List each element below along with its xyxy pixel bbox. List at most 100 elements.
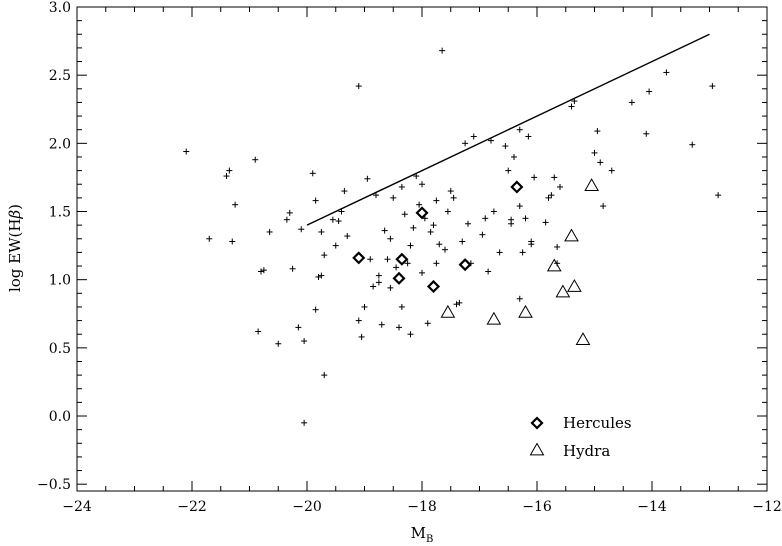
plus-point — [341, 188, 348, 195]
hydra-legend-triangle — [529, 442, 545, 456]
plus-point — [628, 99, 635, 106]
plus-point — [407, 242, 414, 249]
diamond-point — [510, 180, 524, 194]
plus-point — [344, 233, 351, 240]
plus-point — [508, 220, 515, 227]
x-tick-label: −22 — [177, 499, 207, 515]
plus-point — [488, 137, 494, 144]
y-tick-label: 2.0 — [49, 136, 71, 152]
plus-point — [329, 216, 336, 223]
plus-point — [393, 264, 400, 271]
plus-point — [358, 333, 365, 340]
plus-point — [528, 238, 535, 245]
plus-point — [309, 170, 316, 177]
plus-point — [485, 268, 492, 275]
y-tick-label: 3.0 — [49, 0, 71, 16]
plus-point — [442, 246, 448, 253]
axis-ticks — [76, 6, 768, 491]
diamond-point — [426, 279, 441, 294]
plus-point — [479, 231, 486, 238]
upper-envelope-line — [306, 33, 710, 226]
plus-point — [568, 103, 575, 110]
plus-point — [600, 203, 607, 210]
plus-point — [295, 324, 302, 331]
plus-point — [232, 201, 239, 208]
triangle-point — [584, 178, 599, 191]
plus-point — [381, 227, 388, 234]
plus-point — [419, 181, 425, 188]
diamond-point — [395, 252, 409, 266]
data-points — [183, 47, 722, 426]
plus-point — [689, 141, 696, 148]
triangle-point — [567, 278, 582, 292]
plus-point — [424, 320, 431, 327]
plus-point — [252, 156, 259, 163]
plus-point — [373, 192, 379, 199]
plus-point — [298, 226, 305, 233]
plus-point — [286, 209, 293, 216]
plus-point — [470, 133, 477, 140]
plus-point — [283, 216, 290, 223]
plot-frame — [76, 6, 768, 492]
plus-point — [315, 273, 322, 280]
axis-tick-labels: −24 −22 −20 −18 −16 −14 −12 −0.5 0.0 0.5 1.0 1.5 2.0… — [37, 0, 782, 515]
plus-point — [459, 238, 466, 245]
plus-point — [390, 194, 397, 201]
plus-point — [398, 303, 405, 310]
plus-point — [378, 321, 385, 328]
plus-point — [456, 299, 463, 306]
plus-point — [482, 215, 489, 222]
plus-point — [260, 267, 267, 274]
plus-point — [226, 167, 233, 174]
plus-point — [439, 47, 446, 54]
triangle-point — [518, 304, 533, 318]
diamond-point — [458, 258, 472, 272]
plus-point — [496, 249, 503, 256]
plus-point — [450, 194, 457, 201]
plus-point — [318, 272, 325, 279]
plus-point — [516, 126, 523, 133]
x-tick-label: −12 — [752, 499, 782, 515]
plus-point — [542, 219, 549, 226]
plus-point — [396, 324, 402, 331]
diamond-point — [415, 206, 429, 220]
plus-point — [370, 283, 377, 290]
plus-point — [516, 203, 523, 210]
plus-point — [404, 260, 411, 267]
plus-point — [410, 224, 417, 231]
plus-point — [335, 218, 342, 225]
plus-point — [355, 83, 362, 90]
triangle-point — [564, 228, 579, 242]
plus-point — [505, 167, 512, 174]
x-tick-label: −18 — [407, 499, 437, 515]
triangle-point — [546, 258, 562, 272]
plus-point — [413, 173, 420, 180]
plus-point — [663, 69, 670, 76]
plus-point — [338, 208, 345, 215]
triangle-point — [440, 304, 456, 318]
triangle-point — [555, 284, 571, 298]
y-tick-label: −0.5 — [37, 477, 71, 493]
plus-point — [433, 197, 440, 204]
plus-point — [646, 88, 653, 95]
plus-point — [416, 201, 423, 208]
plus-point — [557, 183, 563, 190]
plus-point — [608, 167, 615, 174]
plus-point — [511, 153, 517, 160]
plus-point — [375, 272, 382, 279]
plus-point — [387, 235, 394, 242]
plus-point — [447, 188, 454, 195]
plus-point — [571, 98, 578, 105]
plus-point — [522, 215, 529, 222]
plus-point — [384, 256, 391, 263]
plus-point — [321, 252, 328, 259]
plus-point — [591, 149, 598, 156]
plus-point — [709, 83, 716, 90]
x-tick-label: −16 — [522, 499, 552, 515]
plus-point — [427, 228, 434, 235]
plus-point — [266, 228, 273, 235]
plus-point — [375, 279, 382, 286]
plus-point — [436, 241, 443, 248]
x-tick-label: −20 — [292, 499, 322, 515]
plus-point — [407, 331, 414, 338]
